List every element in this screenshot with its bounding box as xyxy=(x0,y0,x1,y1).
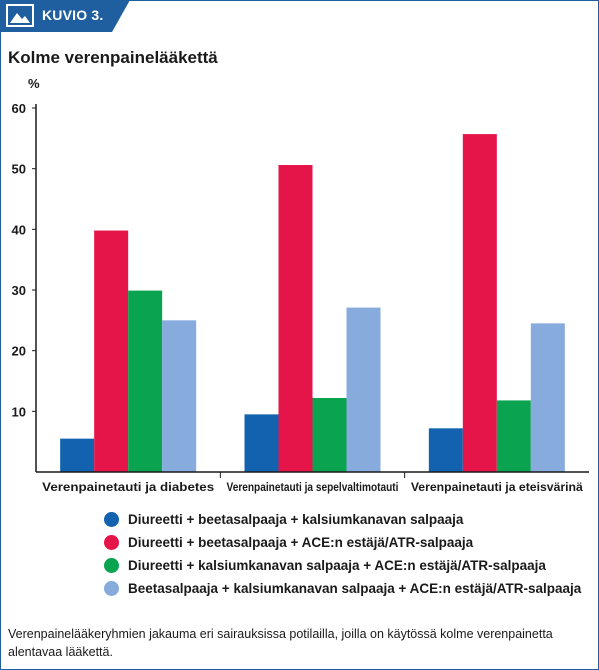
chart-legend: Diureetti + beetasalpaaja + kalsiumkanav… xyxy=(104,508,584,600)
x-category-label: Verenpainetauti ja eteisvärinä xyxy=(411,480,583,494)
legend-label: Diureetti + beetasalpaaja + kalsiumkanav… xyxy=(128,512,464,527)
bar-4-1 xyxy=(162,320,197,472)
bar-3-1 xyxy=(128,290,163,472)
x-category-label: Verenpainetauti ja diabetes xyxy=(42,480,214,494)
bar-2-1 xyxy=(94,230,129,472)
x-category-label: Verenpainetauti ja sepelvaltimotauti xyxy=(227,480,399,494)
image-icon xyxy=(6,4,34,27)
bar-chart: % 10 20 30 40 50 60 Verenpainetauti ja diabetes… xyxy=(12,76,589,494)
legend-item: Beetasalpaaja + kalsiumkanavan salpaaja … xyxy=(104,577,584,600)
legend-item: Diureetti + beetasalpaaja + kalsiumkanav… xyxy=(104,508,584,531)
y-tick-label: 60 xyxy=(12,101,26,116)
legend-item: Diureetti + beetasalpaaja + ACE:n estäjä… xyxy=(104,531,584,554)
bar-1-2 xyxy=(244,414,279,472)
legend-label: Diureetti + beetasalpaaja + ACE:n estäjä… xyxy=(128,535,474,550)
bar-4-3 xyxy=(530,323,565,472)
bar-2-2 xyxy=(278,165,313,472)
bar-1-3 xyxy=(428,428,463,472)
figure-label: KUVIO 3. xyxy=(42,7,104,23)
legend-swatch xyxy=(104,558,119,573)
y-tick-label: 30 xyxy=(12,283,26,298)
y-tick-label: 50 xyxy=(12,162,26,177)
bar-3-3 xyxy=(496,400,531,472)
bar-3-2 xyxy=(312,397,347,472)
legend-label: Beetasalpaaja + kalsiumkanavan salpaaja … xyxy=(128,581,582,596)
figure-caption: Verenpainelääkeryhmien jakauma eri saira… xyxy=(8,627,553,659)
bar-2-3 xyxy=(462,134,497,472)
legend-item: Diureetti + kalsiumkanavan salpaaja + AC… xyxy=(104,554,584,577)
legend-swatch xyxy=(104,512,119,527)
figure-header: KUVIO 3. xyxy=(0,0,599,32)
bar-1-1 xyxy=(60,438,95,472)
legend-swatch xyxy=(104,535,119,550)
y-axis-label: % xyxy=(28,76,40,91)
y-tick-label: 20 xyxy=(12,344,26,359)
legend-swatch xyxy=(104,581,119,596)
legend-label: Diureetti + kalsiumkanavan salpaaja + AC… xyxy=(128,558,546,573)
y-tick-label: 40 xyxy=(12,222,26,237)
bar-4-2 xyxy=(346,307,381,472)
y-tick-label: 10 xyxy=(12,404,26,419)
chart-title: Kolme verenpainelääkettä xyxy=(8,48,218,67)
